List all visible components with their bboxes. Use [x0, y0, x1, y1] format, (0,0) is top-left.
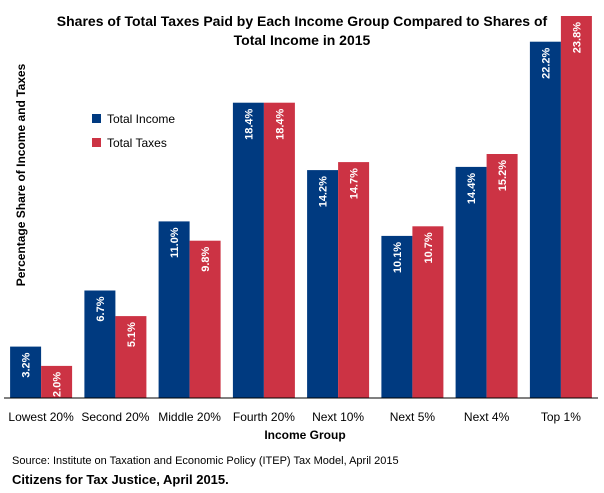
x-tick-label-top-1: Top 1%: [541, 410, 581, 424]
x-tick-label-next-5: Next 5%: [390, 410, 436, 424]
data-label-total-taxes-middle-20: 9.8%: [200, 246, 212, 271]
data-label-total-taxes-top-1: 23.8%: [571, 22, 583, 53]
data-label-total-income-second-20: 6.7%: [95, 296, 107, 321]
data-label-total-income-middle-20: 11.0%: [169, 227, 181, 258]
bar-total-taxes-top-1: [560, 16, 592, 398]
data-label-total-taxes-next-5: 10.7%: [423, 232, 435, 263]
bar-total-taxes-lowest-20: [41, 365, 73, 398]
x-tick-label-next-4: Next 4%: [464, 410, 510, 424]
chart-title-line-2: Total Income in 2015: [233, 32, 371, 48]
bar-total-income-next-10: [307, 170, 339, 398]
bar-total-taxes-middle-20: [189, 240, 221, 398]
legend-swatch-total-income: [92, 114, 101, 123]
data-label-total-income-next-10: 14.2%: [318, 176, 330, 207]
bar-total-income-top-1: [529, 41, 561, 398]
chart-title: Shares of Total Taxes Paid by Each Incom…: [0, 12, 604, 50]
y-axis-label: Percentage Share of Income and Taxes: [14, 63, 28, 286]
data-label-total-income-fourth-20: 18.4%: [243, 108, 255, 139]
bar-total-taxes-next-4: [486, 154, 518, 398]
x-tick-label-middle-20: Middle 20%: [158, 410, 221, 424]
bar-total-income-fourth-20: [232, 102, 264, 398]
data-label-total-income-next-4: 14.4%: [466, 173, 478, 204]
data-label-total-taxes-lowest-20: 2.0%: [52, 372, 64, 397]
x-tick-label-next-10: Next 10%: [312, 410, 364, 424]
data-label-total-income-top-1: 22.2%: [540, 47, 552, 78]
x-tick-label-second-20: Second 20%: [81, 410, 149, 424]
data-label-total-taxes-second-20: 5.1%: [126, 322, 138, 347]
data-label-total-taxes-next-10: 14.7%: [349, 168, 361, 199]
x-tick-label-lowest-20: Lowest 20%: [8, 410, 74, 424]
legend-swatch-total-taxes: [92, 138, 101, 147]
bar-total-income-middle-20: [158, 221, 190, 398]
x-tick-label-fourth-20: Fourth 20%: [233, 410, 295, 424]
bar-chart: 3.2% 2.0% Lowest 20% 6.7% 5.1% Second 20% 11.0…: [4, 16, 598, 442]
chart-title-line-1: Shares of Total Taxes Paid by Each Incom…: [56, 13, 548, 29]
x-axis-label: Income Group: [264, 428, 345, 442]
data-label-total-income-lowest-20: 3.2%: [21, 352, 33, 377]
bar-total-taxes-next-10: [338, 162, 370, 398]
bar-total-taxes-second-20: [115, 316, 147, 398]
source-note: Source: Institute on Taxation and Econom…: [12, 455, 399, 467]
legend-label-total-taxes: Total Taxes: [107, 136, 167, 150]
data-label-total-taxes-next-4: 15.2%: [497, 160, 509, 191]
bar-total-income-lowest-20: [10, 346, 42, 398]
bar-total-income-second-20: [84, 290, 116, 398]
legend-label-total-income: Total Income: [107, 112, 175, 126]
bar-total-income-next-5: [381, 235, 413, 398]
bar-total-taxes-fourth-20: [263, 102, 295, 398]
bar-total-income-next-4: [455, 166, 487, 398]
data-label-total-income-next-5: 10.1%: [392, 242, 404, 273]
credit-line: Citizens for Tax Justice, April 2015.: [12, 472, 229, 487]
legend: Total Income Total Taxes: [92, 112, 175, 150]
bar-total-taxes-next-5: [412, 226, 444, 398]
plot-area: 3.2% 2.0% Lowest 20% 6.7% 5.1% Second 20% 11.0…: [8, 16, 592, 424]
data-label-total-taxes-fourth-20: 18.4%: [274, 108, 286, 139]
